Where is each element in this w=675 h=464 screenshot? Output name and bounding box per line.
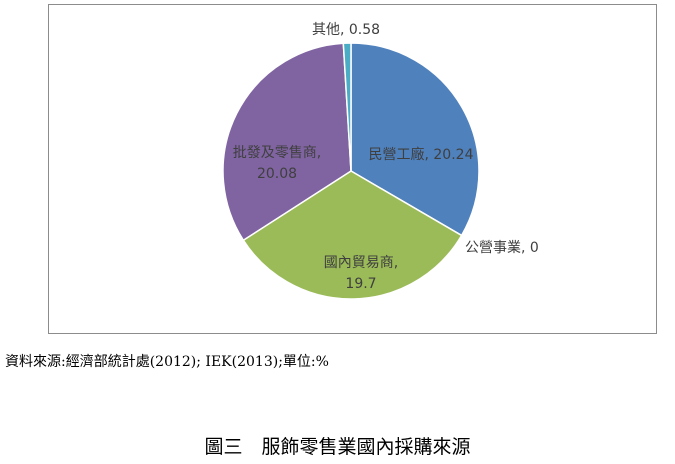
pie-slice-public-enterprises-label: 公營事業, 0 <box>465 240 539 256</box>
pie-slice-private-factories-label: 民營工廠, 20.24 <box>369 146 474 163</box>
pie-slice-others-label: 其他, 0.58 <box>312 22 380 38</box>
pie-slice-domestic-traders-label: 國內貿易商, 19.7 <box>324 255 398 292</box>
chart-frame: 民營工廠, 20.24 公營事業, 0 國內貿易商, 19.7 批發及零售商, 20.08… <box>48 4 657 334</box>
pie-slice-wholesalers-retailers <box>222 42 352 241</box>
pie-chart: 民營工廠, 20.24 公營事業, 0 國內貿易商, 19.7 批發及零售商, 20.08… <box>222 22 539 300</box>
source-note: 資料來源:經濟部統計處(2012); IEK(2013);單位:% <box>5 354 329 370</box>
figure-caption: 圖三 服飾零售業國內採購來源 <box>204 436 471 458</box>
pie-slice-others <box>342 42 352 172</box>
pie-slice-private-factories <box>350 42 480 237</box>
pie-slice-domestic-traders <box>242 170 463 300</box>
pie-slice-wholesalers-retailers-label: 批發及零售商, 20.08 <box>233 145 321 182</box>
